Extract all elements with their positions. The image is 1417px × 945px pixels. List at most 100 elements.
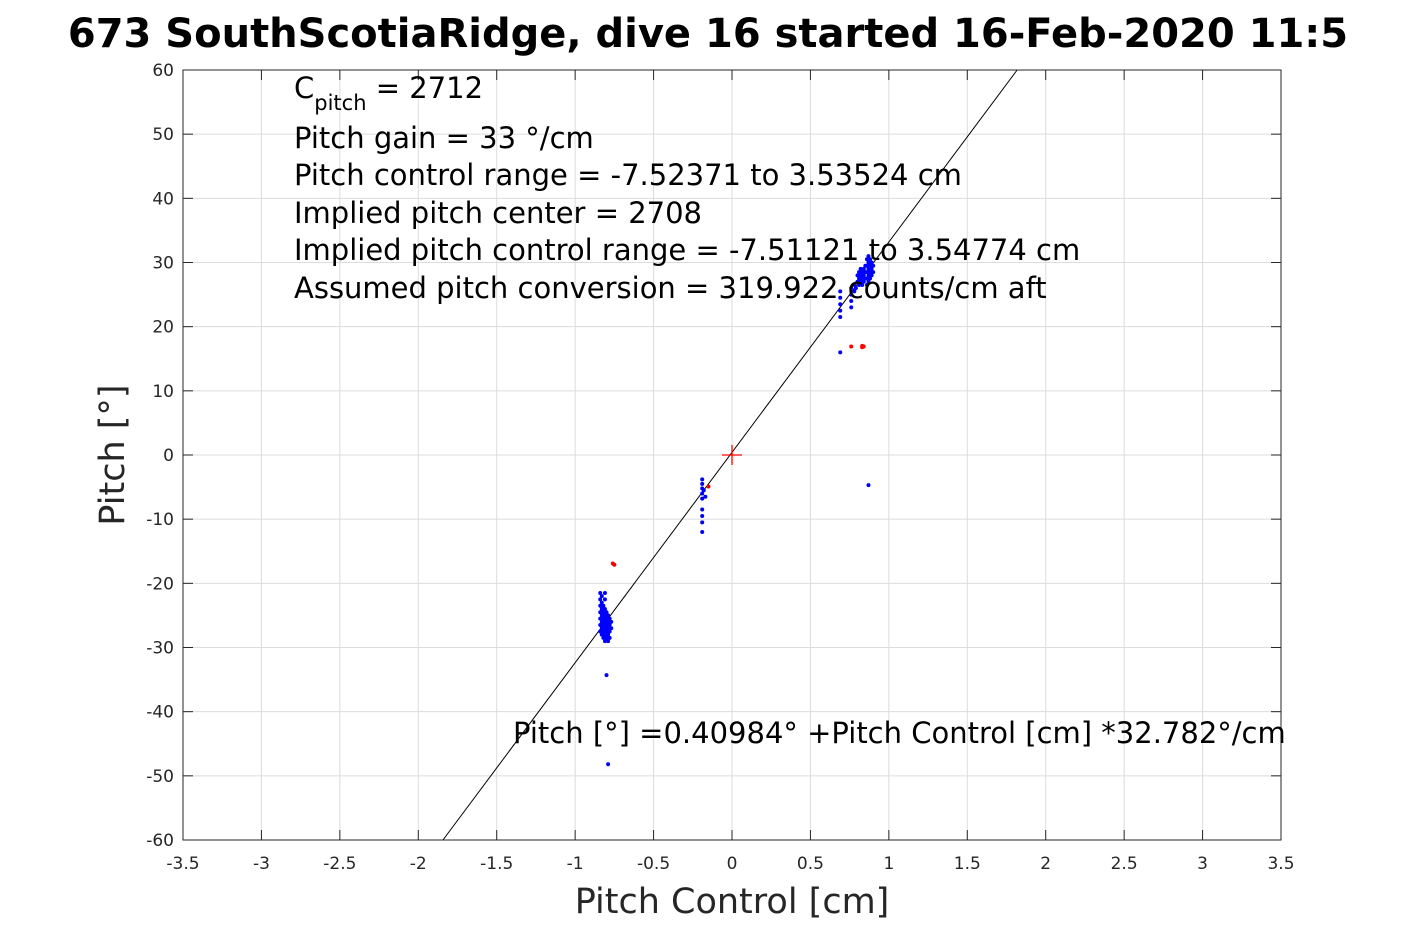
pitch-control-range-annotation: Pitch control range = -7.52371 to 3.5352… [294,158,962,192]
y-tick-label: -50 [146,767,174,787]
x-tick-labels: -3.5 -3 -2.5 -2 -1.5 -1 -0.5 0 0.5 1 1.5 2 2.5 3 3.5 [166,854,1294,874]
good-point [868,276,873,281]
good-point [868,263,873,268]
good-point [601,610,606,615]
good-point [853,286,858,291]
good-point [849,286,854,291]
y-tick-label: 60 [152,61,174,81]
good-point [871,270,876,275]
c-pitch-annotation: Cpitch = 2712 [294,71,483,115]
good-point [604,635,609,640]
good-point [599,613,604,618]
good-point [868,270,873,275]
good-point [869,266,874,271]
good-point [864,282,869,287]
y-tick-label: -60 [146,831,174,851]
good-point [602,607,607,611]
good-point [602,597,607,602]
c-pitch-subscript: pitch [314,91,366,115]
y-tick-label: -30 [146,639,174,659]
good-point [609,619,614,624]
good-point [700,496,705,501]
x-tick-label: -3 [253,854,270,874]
y-tick-label: 10 [152,382,174,402]
x-tick-label: 3.5 [1267,854,1294,874]
good-point [849,305,854,310]
x-tick-label: -2 [410,854,427,874]
annotation-block: Cpitch = 2712 Pitch gain = 33 °/cm Pitch… [294,71,1080,305]
good-point [864,263,869,268]
good-point [606,762,611,767]
tick-marks [182,69,1282,841]
x-tick-label: -3.5 [166,854,199,874]
good-point [609,626,614,631]
y-tick-label: 20 [152,318,174,338]
good-point [858,266,863,271]
series-bad [610,343,866,567]
good-point [606,619,611,624]
good-point [838,315,843,320]
good-point [604,623,609,628]
good-point [599,626,604,631]
c-pitch-symbol: C [294,71,314,105]
good-point [602,632,607,637]
good-point [866,260,871,265]
good-point [598,616,603,621]
good-point [602,590,607,595]
good-point [601,629,606,634]
bad-point [612,562,617,567]
y-tick-label: 30 [152,254,174,274]
good-point [838,308,843,313]
good-point [599,619,604,624]
bad-point [849,344,854,349]
good-point [598,603,603,608]
good-point [604,610,609,615]
x-tick-label: 1 [883,854,894,874]
implied-pitch-control-range-annotation: Implied pitch control range = -7.51121 t… [294,233,1080,267]
x-tick-label: -2.5 [323,854,356,874]
good-point [857,282,862,287]
pitch-conversion-annotation: Assumed pitch conversion = 319.922 count… [294,271,1047,305]
x-tick-label: 2 [1040,854,1051,874]
good-point [604,616,609,621]
good-point [602,619,607,624]
y-tick-label: 50 [152,125,174,145]
x-tick-label: 3 [1197,854,1208,874]
good-point [602,613,607,618]
good-point [864,257,869,262]
x-tick-label: -1 [567,854,584,874]
good-point [857,276,862,281]
c-pitch-value: = 2712 [367,71,484,105]
x-axis-label: Pitch Control [cm] [575,882,890,922]
y-tick-label: -40 [146,703,174,723]
good-point [860,276,865,281]
data-points [598,254,876,767]
good-point [866,254,871,259]
center-marker [722,445,742,465]
good-point [700,507,705,512]
good-point [700,520,705,525]
good-point [838,289,843,294]
good-point [861,273,866,278]
good-point [864,276,869,281]
good-point [606,626,611,631]
good-point [602,639,607,644]
good-point [602,626,607,631]
good-point [866,279,871,284]
fit-equation: Pitch [°] =0.40984° +Pitch Control [cm] … [513,716,1286,750]
good-point [849,292,854,297]
good-point [606,632,611,637]
pitch-gain-annotation: Pitch gain = 33 °/cm [294,121,594,155]
good-point [700,481,705,486]
good-point [601,603,606,608]
y-tick-label: 40 [152,189,174,209]
good-point [599,600,604,605]
good-point [861,266,866,271]
x-tick-label: 1.5 [954,854,981,874]
chart-title: 673 SouthScotiaRidge, dive 16 started 16… [68,11,1348,57]
good-point [700,513,705,518]
good-point [700,530,705,534]
good-point [871,263,876,268]
good-point [855,279,860,284]
